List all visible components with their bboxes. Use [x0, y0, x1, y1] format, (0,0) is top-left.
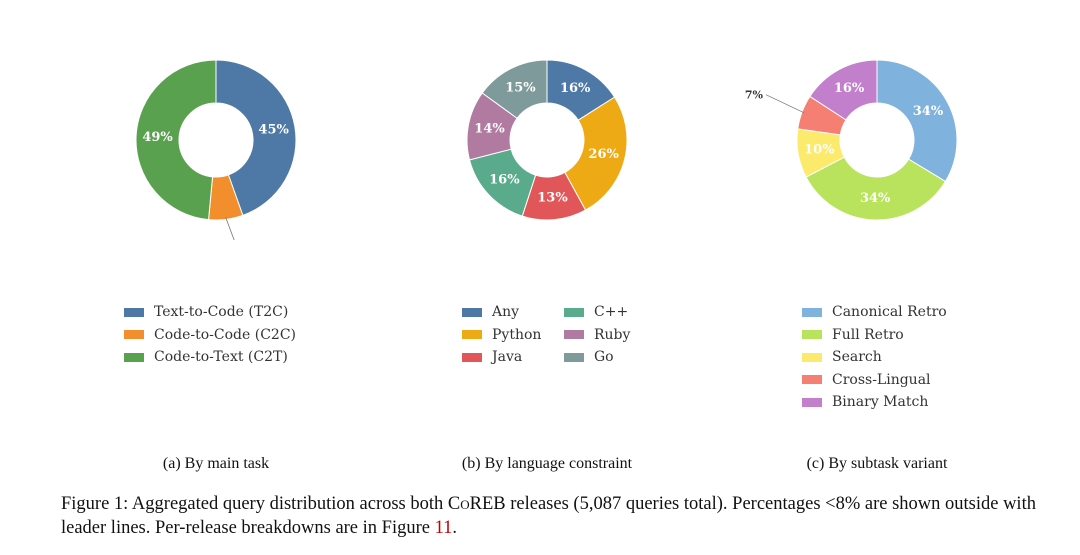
leader-line — [765, 94, 805, 114]
legend-item: Ruby — [564, 324, 664, 347]
slice-label: 16% — [560, 81, 591, 96]
legend-swatch — [124, 330, 144, 340]
legend-swatch — [564, 307, 584, 317]
figure-reference-link[interactable]: 11 — [434, 518, 453, 538]
legend-swatch — [462, 330, 482, 340]
slice-label: 13% — [537, 191, 568, 206]
legend-subtask-variant: Canonical Retro Full Retro Search Cross-… — [802, 301, 947, 414]
slice-label: 34% — [860, 191, 891, 206]
legend-swatch — [802, 375, 822, 385]
legend-label: Text-to-Code (T2C) — [154, 304, 289, 321]
legend-language-constraint: Any C++ Python Ruby Java Go — [462, 301, 664, 369]
slice-label: 10% — [804, 142, 835, 157]
legend-swatch — [462, 307, 482, 317]
figure-caption: Figure 1: Aggregated query distribution … — [61, 492, 1051, 540]
legend-item: Search — [802, 346, 947, 369]
legend-swatch — [462, 352, 482, 362]
legend-swatch — [802, 397, 822, 407]
slice-canonical-retro — [876, 59, 958, 183]
slice-label: 15% — [505, 80, 536, 95]
donut-svg-main-task: 45%7%49% — [135, 59, 297, 240]
legend-item: C++ — [564, 301, 664, 324]
legend-item: Java — [462, 346, 564, 369]
figure-caption-dataset-name: CoREB — [447, 494, 506, 514]
legend-swatch — [802, 330, 822, 340]
slice-label-outside: 7% — [745, 89, 764, 102]
legend-label: C++ — [594, 304, 629, 321]
legend-swatch — [564, 330, 584, 340]
slice-label: 26% — [588, 147, 619, 162]
donut-chart-language-constraint: 16% 26% 13% 16% 14% 15% — [397, 50, 697, 240]
slice-text-to-code-t2c — [215, 59, 297, 217]
slice-label: 45% — [258, 123, 289, 138]
slice-label: 34% — [913, 104, 944, 119]
donut-svg-language-constraint: 16% 26% 13% 16% 14% 15% — [466, 59, 628, 221]
leader-line — [225, 217, 235, 240]
subcaption-language-constraint: (b) By language constraint — [461, 455, 633, 472]
legend-swatch — [564, 352, 584, 362]
legend-label: Cross-Lingual — [832, 371, 931, 388]
legend-main-task: Text-to-Code (T2C) Code-to-Code (C2C) Co… — [124, 301, 296, 369]
subcaption-main-task: (a) By main task — [162, 455, 270, 472]
legend-item: Python — [462, 324, 564, 347]
figure-caption-suffix: . — [452, 518, 458, 538]
legend-swatch — [124, 307, 144, 317]
slice-label: 14% — [474, 122, 505, 137]
slice-label: 16% — [834, 81, 865, 96]
legend-label: Code-to-Text (C2T) — [154, 349, 288, 366]
legend-item: Text-to-Code (T2C) — [124, 301, 296, 324]
legend-item: Code-to-Text (C2T) — [124, 346, 296, 369]
legend-label: Ruby — [594, 326, 631, 343]
legend-item: Go — [564, 346, 664, 369]
legend-swatch — [124, 352, 144, 362]
slice-python — [564, 96, 628, 211]
legend-label: Search — [832, 349, 882, 366]
donut-chart-main-task: 45%7%49% — [66, 50, 366, 240]
legend-item: Canonical Retro — [802, 301, 947, 324]
figure-caption-body: releases (5,087 queries total). Percenta… — [61, 494, 1036, 538]
slice-label: 49% — [142, 130, 173, 145]
figure-caption-prefix: Figure 1: Aggregated query distribution … — [61, 494, 448, 514]
legend-swatch — [802, 307, 822, 317]
legend-label: Python — [492, 326, 542, 343]
legend-label: Code-to-Code (C2C) — [154, 326, 296, 343]
legend-label: Canonical Retro — [832, 304, 947, 321]
legend-label: Java — [492, 349, 523, 366]
legend-swatch — [802, 352, 822, 362]
legend-label: Full Retro — [832, 326, 904, 343]
slice-full-retro — [805, 156, 947, 221]
legend-item: Any — [462, 301, 564, 324]
legend-label: Binary Match — [832, 394, 929, 411]
slice-code-to-text-c2t — [135, 59, 217, 221]
subcaption-subtask-variant: (c) By subtask variant — [806, 455, 948, 472]
legend-label: Go — [594, 349, 614, 366]
legend-item: Binary Match — [802, 391, 947, 414]
donut-svg-subtask-variant: 34% 34% 10% 7% 16% — [745, 59, 958, 221]
slice-label: 16% — [489, 173, 520, 188]
legend-item: Cross-Lingual — [802, 369, 947, 392]
legend-label: Any — [492, 304, 520, 321]
donut-chart-subtask-variant: 34% 34% 10% 7% 16% — [727, 50, 1027, 240]
legend-item: Full Retro — [802, 324, 947, 347]
legend-item: Code-to-Code (C2C) — [124, 324, 296, 347]
slice-binary-match — [809, 59, 878, 121]
slice-go — [481, 59, 548, 119]
